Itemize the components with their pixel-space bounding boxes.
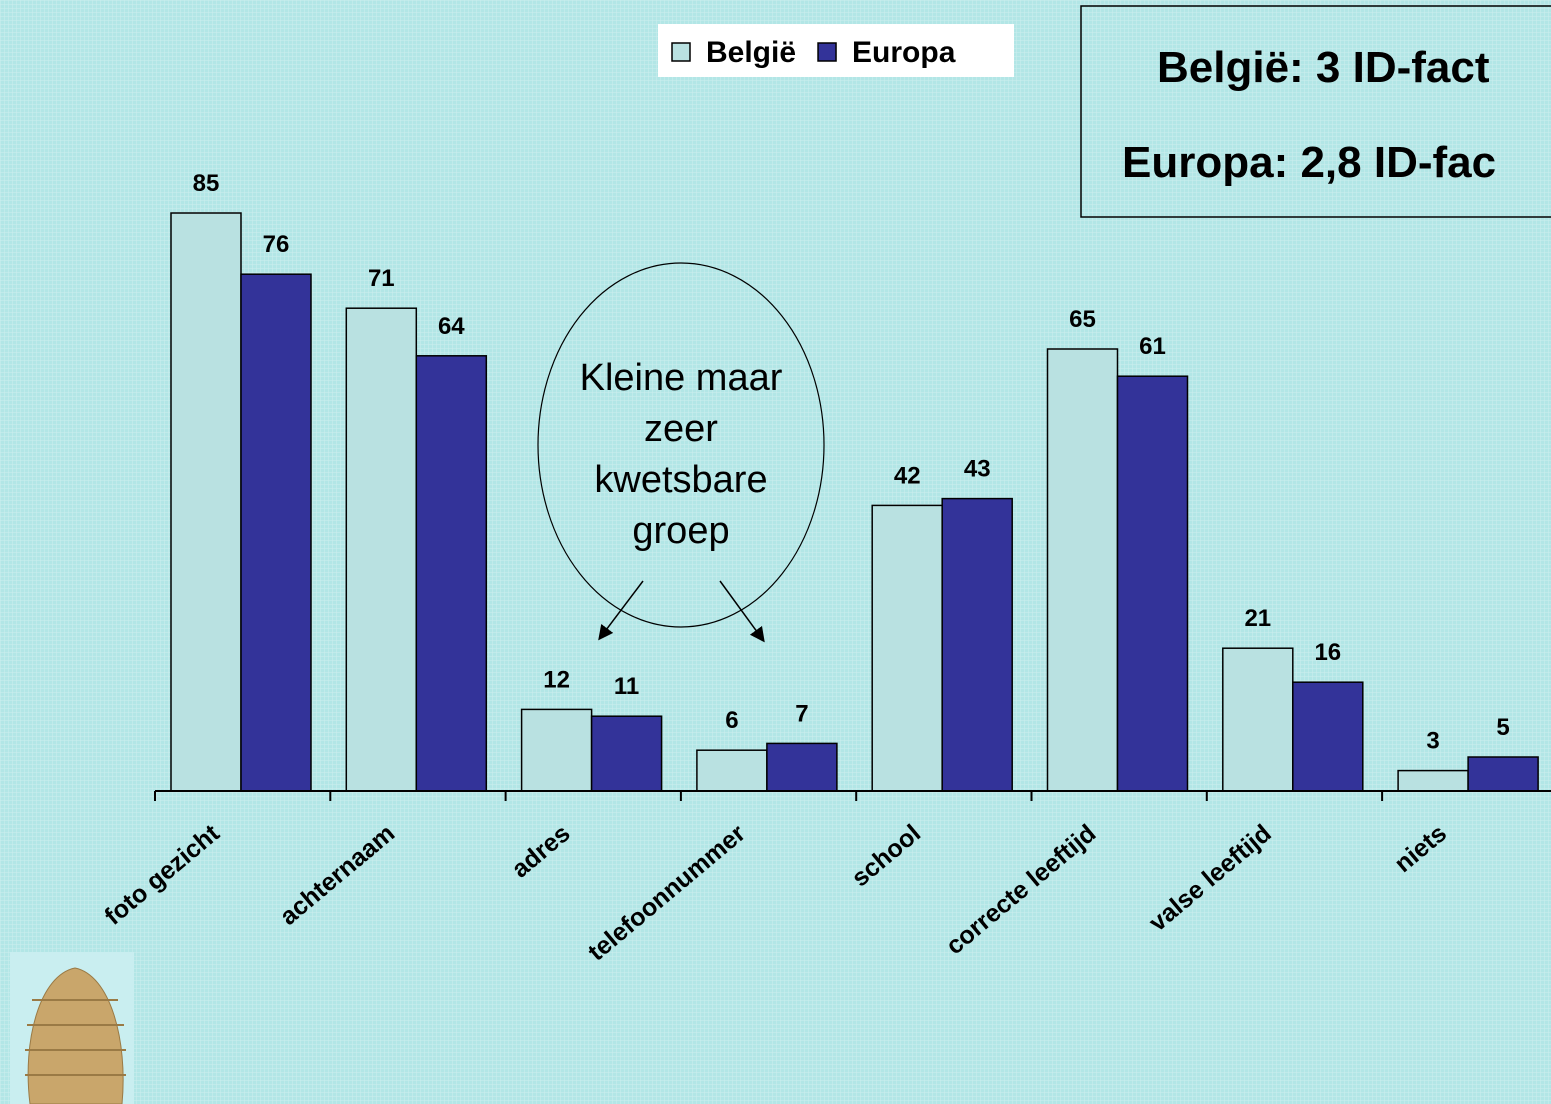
bar	[346, 308, 416, 791]
bar	[1118, 376, 1188, 791]
bar	[1223, 648, 1293, 791]
value-label: 65	[1069, 306, 1096, 333]
value-label: 21	[1244, 605, 1271, 632]
bar	[1293, 682, 1363, 791]
bar	[872, 505, 942, 791]
value-label: 85	[193, 170, 220, 197]
value-label: 61	[1139, 333, 1166, 360]
bar	[1468, 757, 1538, 791]
info-text: België: 3 ID-fact	[1157, 43, 1490, 92]
value-label: 76	[263, 231, 290, 258]
value-label: 43	[964, 456, 991, 483]
value-label: 5	[1496, 714, 1509, 741]
legend-label: Europa	[852, 36, 956, 69]
annotation-text: zeer	[644, 408, 718, 450]
bar	[522, 709, 592, 791]
bar	[697, 750, 767, 791]
beehive-icon	[10, 952, 134, 1104]
value-label: 42	[894, 462, 921, 489]
legend-swatch	[818, 43, 836, 61]
annotation-text: groep	[632, 510, 729, 552]
annotation-text: Kleine maar	[580, 357, 783, 399]
chart: België Europa België: 3 ID-fact Europa: 2…	[0, 0, 1551, 1104]
bar	[1048, 349, 1118, 791]
bar	[592, 716, 662, 791]
bar	[767, 743, 837, 791]
value-label: 12	[543, 666, 570, 693]
info-text: Europa: 2,8 ID-fac	[1122, 138, 1496, 187]
value-label: 3	[1426, 728, 1439, 755]
bar	[416, 356, 486, 791]
value-label: 11	[614, 673, 639, 700]
value-label: 7	[795, 700, 808, 727]
legend: België Europa	[658, 24, 1014, 77]
annotation-text: kwetsbare	[594, 459, 767, 501]
bar	[942, 499, 1012, 791]
value-label: 16	[1314, 639, 1341, 666]
value-label: 6	[725, 707, 738, 734]
bar	[171, 213, 241, 791]
legend-label: België	[706, 36, 796, 69]
bar	[1398, 771, 1468, 791]
bar	[241, 274, 311, 791]
legend-swatch	[672, 43, 690, 61]
value-label: 64	[438, 313, 465, 340]
value-label: 71	[368, 265, 395, 292]
